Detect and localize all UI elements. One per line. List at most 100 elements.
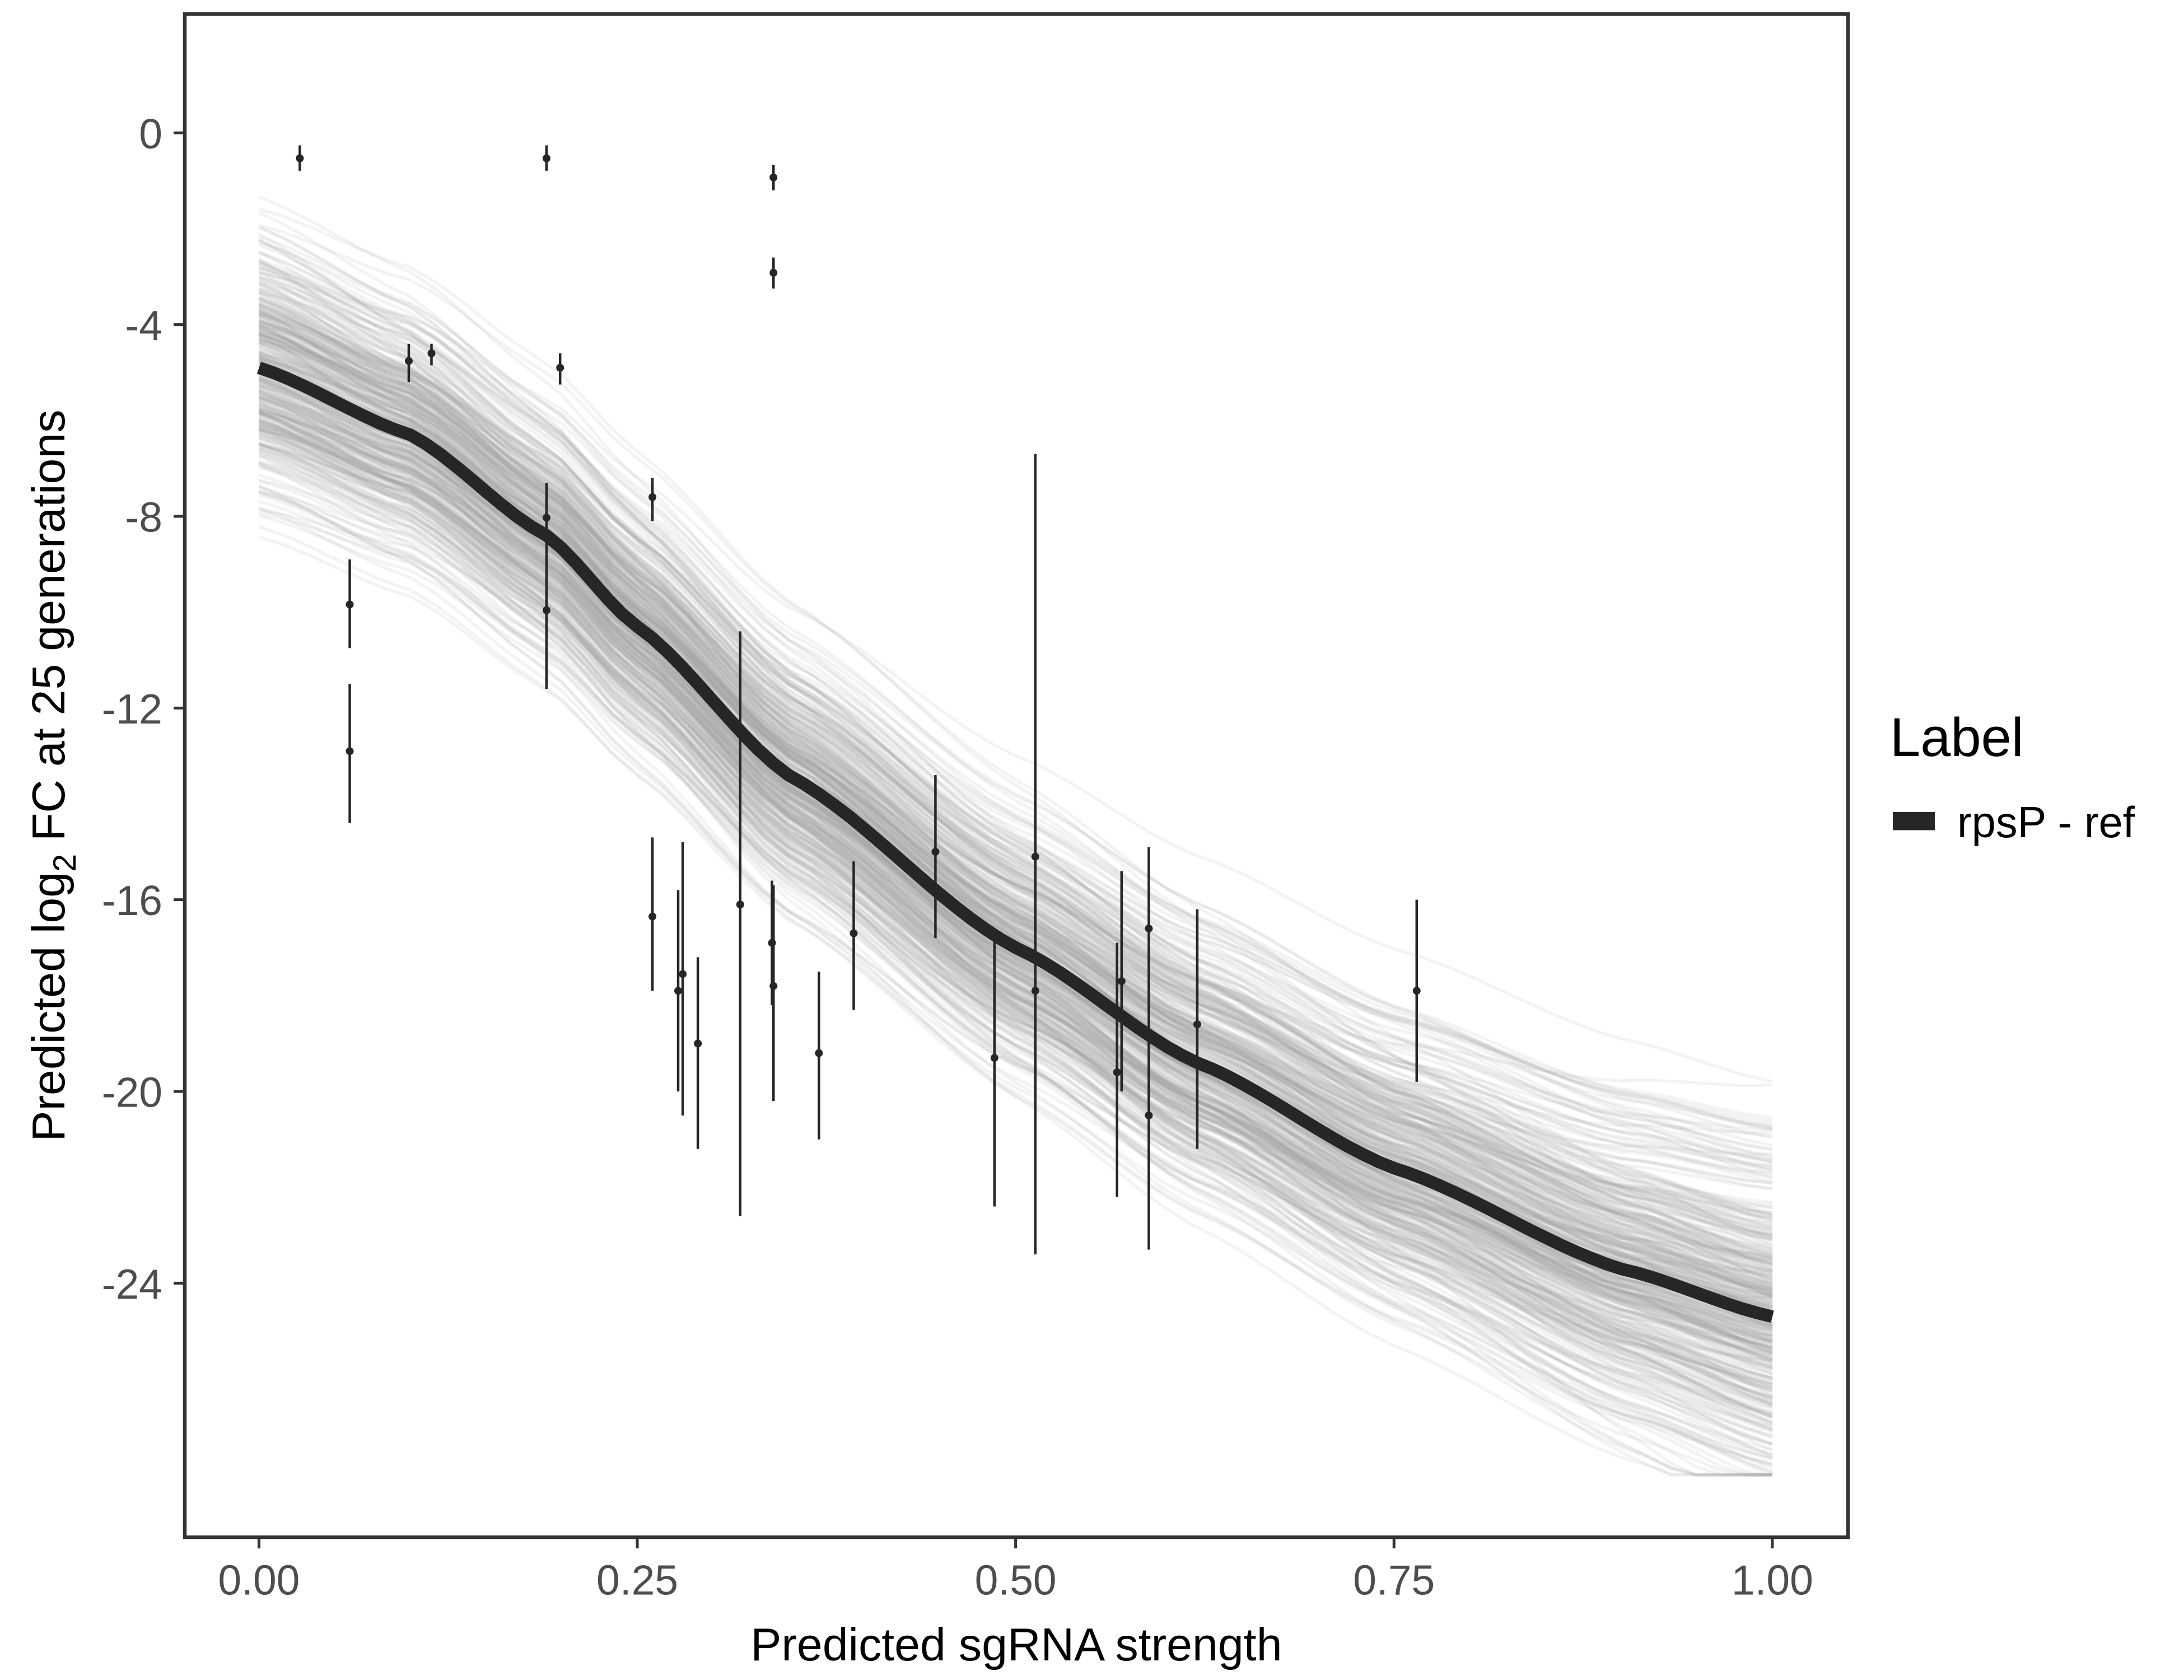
posterior-draw-line <box>258 357 1773 1152</box>
y-tick-label: -4 <box>125 302 162 349</box>
posterior-draw-line <box>258 431 1773 1413</box>
posterior-draw-line <box>258 410 1773 1267</box>
posterior-draw-line <box>258 324 1773 1408</box>
posterior-draw-line <box>258 305 1773 1312</box>
posterior-draw-line <box>258 360 1773 1260</box>
posterior-draw-line <box>258 308 1773 1272</box>
legend-key-rpsp-ref <box>1893 812 1935 830</box>
posterior-draw-line <box>258 320 1773 1224</box>
posterior-draw-line <box>258 412 1773 1220</box>
posterior-draw-line <box>258 409 1773 1457</box>
posterior-draw-line <box>258 446 1773 1318</box>
posterior-draw-line <box>258 341 1773 1236</box>
posterior-draw-line <box>258 290 1773 1267</box>
posterior-draw-line <box>258 410 1773 1410</box>
data-point <box>736 900 744 909</box>
posterior-draw-line <box>258 371 1773 1357</box>
posterior-draw-line <box>258 267 1773 1296</box>
posterior-draw-line <box>258 442 1773 1473</box>
posterior-draw-line <box>258 332 1773 1221</box>
posterior-draw-line <box>258 359 1773 1460</box>
posterior-draw-line <box>258 262 1774 1295</box>
posterior-draw-line <box>258 395 1773 1204</box>
posterior-draw-line <box>258 318 1774 1393</box>
posterior-draw-line <box>258 325 1773 1351</box>
data-point <box>694 1039 702 1048</box>
y-axis-title: Predicted log2 FC at 25 generations <box>23 410 83 1142</box>
posterior-draw-line <box>258 356 1773 1294</box>
posterior-draw-line <box>258 448 1773 1431</box>
data-point <box>769 269 778 277</box>
posterior-draw-line <box>258 395 1773 1327</box>
x-tick-label: 0.00 <box>218 1557 300 1604</box>
posterior-draw-line <box>258 512 1773 1350</box>
posterior-draw-line <box>258 492 1773 1240</box>
posterior-draw-line <box>258 238 1773 1329</box>
posterior-draw-line <box>258 345 1773 1348</box>
y-axis-title-rest: FC at 25 generations <box>23 410 74 854</box>
posterior-draw-line <box>258 436 1772 1477</box>
posterior-draw-line <box>258 296 1773 1217</box>
posterior-draw-line <box>258 336 1773 1273</box>
data-point <box>648 912 657 921</box>
data-point <box>427 349 436 357</box>
x-tick-label: 1.00 <box>1732 1557 1813 1604</box>
posterior-draw-line <box>258 424 1774 1419</box>
posterior-draw-line <box>258 250 1773 1278</box>
posterior-draw-line <box>258 441 1773 1385</box>
legend: Label rpsP - ref <box>1890 707 2135 847</box>
posterior-draw-line <box>258 266 1774 1271</box>
posterior-draw-line <box>258 318 1773 1236</box>
posterior-draw-line <box>258 419 1773 1277</box>
posterior-draw-line <box>258 395 1773 1238</box>
posterior-draw-line <box>258 279 1773 1477</box>
y-axis-title-subscript: 2 <box>47 854 83 872</box>
posterior-draw-line <box>258 262 1773 1242</box>
posterior-draw-line <box>258 340 1774 1314</box>
posterior-draw-line <box>258 364 1773 1247</box>
posterior-draw-line <box>258 412 1773 1405</box>
posterior-draw-line <box>258 422 1773 1389</box>
posterior-draw-line <box>258 320 1773 1417</box>
posterior-draw-line <box>258 351 1773 1168</box>
posterior-draw-line <box>258 349 1773 1217</box>
posterior-draw-line <box>258 436 1773 1260</box>
posterior-draw-line <box>258 376 1773 1135</box>
posterior-draw-line <box>258 412 1773 1367</box>
posterior-draw-line <box>258 419 1773 1331</box>
fit-curve-group <box>256 362 1774 1323</box>
plot-panel-background <box>185 14 1848 1537</box>
posterior-draw-line <box>258 333 1773 1292</box>
posterior-draw-line <box>258 329 1773 1296</box>
x-tick-label: 0.25 <box>596 1557 678 1604</box>
posterior-draw-line <box>258 360 1773 1404</box>
posterior-draw-line <box>258 383 1773 1158</box>
data-point <box>1193 1020 1201 1029</box>
data-point <box>296 154 304 162</box>
posterior-draw-line <box>258 389 1773 1375</box>
posterior-draw-line <box>258 299 1773 1222</box>
posterior-draw-line <box>258 484 1773 1362</box>
posterior-draw-line <box>258 424 1773 1260</box>
posterior-draw-line <box>258 315 1773 1393</box>
posterior-draw-line <box>258 324 1773 1305</box>
posterior-draw-line <box>258 525 1773 1451</box>
posterior-draw-line <box>258 327 1773 1331</box>
posterior-draw-line <box>258 351 1773 1341</box>
posterior-draw-line <box>258 412 1773 1419</box>
posterior-draw-line <box>258 416 1772 1477</box>
posterior-draw-line <box>258 331 1773 1466</box>
posterior-draw-line <box>258 393 1773 1261</box>
posterior-draw-line <box>258 323 1773 1313</box>
posterior-draw-line <box>258 388 1773 1284</box>
posterior-draw-line <box>258 427 1773 1228</box>
posterior-draw-line <box>258 382 1773 1277</box>
posterior-draw-line <box>258 409 1773 1389</box>
posterior-draw-line <box>258 251 1773 1257</box>
posterior-draw-line <box>258 353 1773 1236</box>
posterior-draw-line <box>258 305 1773 1220</box>
posterior-draw-line <box>258 473 1773 1300</box>
posterior-draw-line <box>258 302 1773 1343</box>
posterior-draw-line <box>258 394 1773 1313</box>
posterior-draw-line <box>258 357 1773 1244</box>
